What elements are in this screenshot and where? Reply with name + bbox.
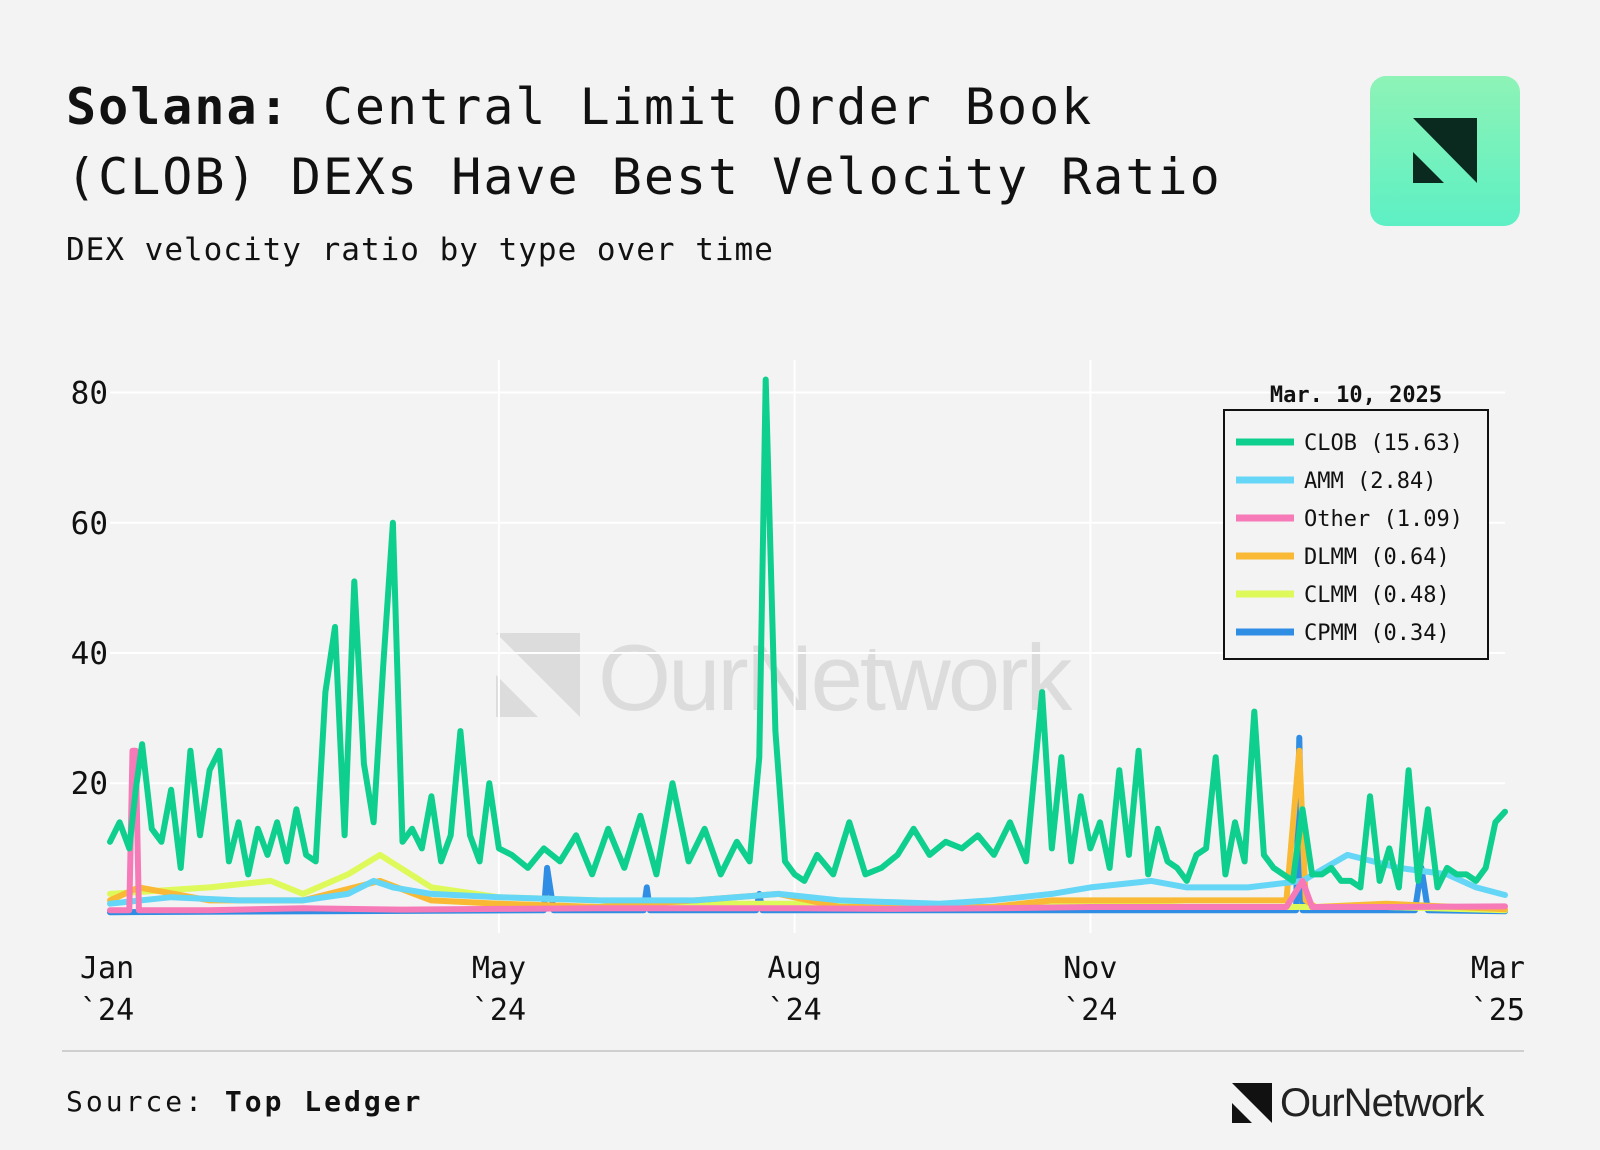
legend-label-other: Other (1.09)	[1304, 507, 1463, 532]
source-label: Source:	[66, 1085, 206, 1118]
ournetwork-footer-icon	[1232, 1083, 1272, 1123]
chart-title: Solana: Central Limit Order Book (CLOB) …	[66, 72, 1316, 212]
series-lines	[107, 376, 1508, 916]
series-line-amm	[107, 851, 1508, 907]
x-tick-label: `25	[1471, 993, 1525, 1028]
svg-text:OurNetwork: OurNetwork	[598, 625, 1073, 730]
legend-label-amm: AMM (2.84)	[1304, 469, 1436, 494]
x-tick-label: `24	[80, 993, 134, 1028]
y-axis-ticks: 20 40 60 80	[71, 376, 108, 803]
legend-label-clob: CLOB (15.63)	[1304, 431, 1463, 456]
x-tick-label: Mar	[1471, 951, 1525, 986]
y-tick-label: 40	[71, 636, 108, 672]
x-tick-label: Aug	[768, 951, 822, 986]
x-tick-label: Nov	[1063, 951, 1117, 986]
x-axis-ticks: Jan `24 May `24 Aug `24 Nov `24 Mar `25	[80, 951, 1525, 1028]
source-value: Top Ledger	[224, 1085, 424, 1118]
series-line-clob	[107, 376, 1508, 891]
x-tick-label: Jan	[80, 951, 134, 986]
watermark: OurNetwork	[496, 625, 1076, 730]
footer-divider	[62, 1050, 1524, 1052]
brand-name: OurNetwork	[1280, 1080, 1484, 1125]
y-tick-label: 60	[71, 506, 108, 542]
y-tick-label: 80	[71, 376, 108, 412]
footer-brand: OurNetwork	[1232, 1080, 1484, 1125]
legend-box	[1223, 409, 1489, 660]
ournetwork-logo-icon	[1413, 118, 1477, 183]
title-prefix: Solana:	[66, 78, 291, 136]
legend-label-cpmm: CPMM (0.34)	[1304, 621, 1450, 646]
legend: Mar. 10, 2025 CLOB (15.63) AMM (2.84) Other…	[1223, 383, 1489, 660]
x-tick-label: May	[472, 951, 526, 986]
x-tick-label: `24	[768, 993, 822, 1028]
source-note: Source: Top Ledger	[66, 1085, 423, 1118]
line-chart: OurNetwork 20 40 60 80 Jan `24 May `24 Aug `24 No…	[71, 360, 1525, 1028]
x-tick-label: `24	[472, 993, 526, 1028]
y-tick-label: 20	[71, 766, 108, 802]
chart-subtitle: DEX velocity ratio by type over time	[66, 232, 774, 268]
legend-title: Mar. 10, 2025	[1270, 383, 1442, 408]
x-tick-label: `24	[1063, 993, 1117, 1028]
ournetwork-logo-badge	[1370, 76, 1520, 226]
legend-label-clmm: CLMM (0.48)	[1304, 583, 1450, 608]
legend-label-dlmm: DLMM (0.64)	[1304, 545, 1450, 570]
title-main: Central Limit Order Book (CLOB) DEXs Hav…	[66, 78, 1222, 206]
